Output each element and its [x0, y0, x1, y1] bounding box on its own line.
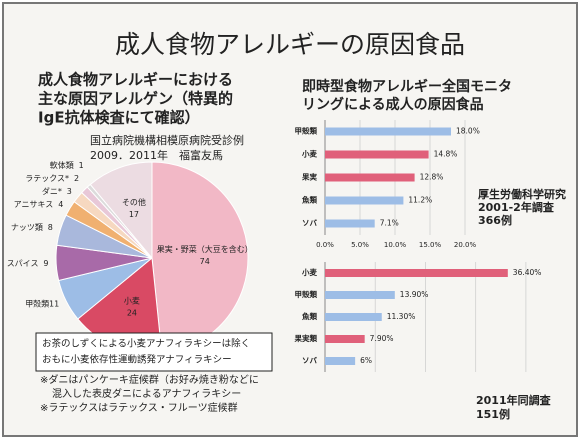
chart-title: IgE抗体検査にて確認）: [38, 109, 200, 127]
annotation: 2001-2年調査: [478, 200, 554, 214]
annotation: 151例: [476, 407, 510, 421]
x-tick-label: 15.0%: [419, 241, 442, 249]
value-label: 14.8%: [434, 150, 458, 159]
bar: [325, 269, 508, 277]
y-tick-label: ソバ: [302, 219, 317, 228]
annotation: 2011年同調査: [476, 393, 551, 407]
value-label: 6%: [360, 356, 372, 365]
chart-title: 主な原因アレルゲン（特異的: [38, 90, 233, 108]
chart-subtitle: 国立病院機構相模原病院受診例: [90, 133, 244, 147]
bar: [325, 127, 451, 136]
callout-text: お茶のしずくによる小麦アナフィラキシーは除く: [42, 338, 250, 350]
y-tick-label: 魚類: [302, 311, 317, 321]
note: 混入した表皮ダニによるアナフィラキシー: [52, 387, 241, 400]
bar: [325, 313, 382, 321]
chart-title: 成人食物アレルギーにおける: [38, 71, 233, 89]
slice-label: 軟体類: [50, 160, 74, 170]
y-tick-label: 小麦: [302, 267, 317, 277]
bar: [325, 291, 395, 299]
slice-label: 果実・野菜（大豆を含む）: [157, 244, 253, 254]
value-label: 36.40%: [513, 268, 542, 277]
chart-title: 即時型食物アレルギー全国モニタ: [302, 78, 512, 95]
slice-value: 74: [200, 257, 210, 266]
slice-value: 3: [67, 187, 72, 196]
slice-value: 24: [127, 308, 137, 317]
annotation: 厚生労働科学研究: [478, 187, 566, 201]
x-tick-label: 5.0%: [351, 241, 369, 249]
bar: [325, 196, 404, 205]
note: ※ダニはパンケーキ症候群（お好み焼き粉などに: [40, 373, 259, 386]
slide-title: 成人食物アレルギーの原因食品: [115, 30, 465, 59]
chart-subtitle: 2009．2011年 福富友馬: [90, 148, 223, 162]
note: ※ラテックスはラテックス・フルーツ症候群: [40, 401, 238, 414]
bar: [325, 150, 429, 159]
value-label: 7.90%: [370, 334, 394, 343]
slice-value: 2: [74, 174, 79, 183]
slice-label: ナッツ類: [11, 222, 43, 232]
slice-label: ダニ*: [42, 186, 62, 196]
pie-slice: [89, 161, 153, 260]
y-tick-label: 小麦: [302, 149, 317, 159]
value-label: 11.2%: [408, 196, 432, 205]
slice-value: 1: [79, 161, 84, 170]
slice-label: 小麦: [124, 295, 140, 305]
slice-label: スパイス: [7, 259, 39, 268]
callout-box: [35, 332, 273, 372]
y-tick-label: 魚類: [302, 195, 317, 205]
x-tick-label: 0.0%: [316, 241, 334, 249]
x-tick-label: 20.0%: [454, 241, 477, 249]
slice-label: アニサキス: [14, 200, 54, 209]
slice-value: 11: [49, 300, 59, 309]
bar: [325, 335, 365, 343]
y-tick-label: 甲殻類: [295, 126, 318, 136]
bar: [325, 219, 375, 228]
y-tick-label: 甲殻類: [295, 289, 318, 299]
slice-value: 4: [58, 200, 63, 209]
value-label: 18.0%: [456, 127, 480, 136]
value-label: 7.1%: [380, 219, 399, 228]
x-tick-label: 10.0%: [384, 241, 407, 249]
value-label: 11.30%: [387, 312, 416, 321]
slice-value: 17: [129, 210, 139, 219]
callout-text: おもに小麦依存性運動誘発アナフィラキシー: [42, 354, 232, 366]
y-tick-label: 果実類: [295, 333, 318, 343]
slice-label: その他: [122, 197, 146, 207]
bar: [325, 173, 415, 182]
slice-label: 甲殻類: [25, 299, 49, 309]
y-tick-label: 果実: [302, 172, 317, 182]
value-label: 13.90%: [400, 290, 429, 299]
slice-value: 8: [48, 223, 53, 232]
slice-value: 9: [43, 259, 48, 268]
chart-title: リングによる成人の原因食品: [302, 96, 484, 113]
bar: [325, 357, 356, 365]
y-tick-label: ソバ: [302, 356, 317, 365]
slice-label: ラテックス*: [25, 174, 69, 183]
annotation: 366例: [478, 213, 512, 227]
value-label: 12.8%: [420, 173, 444, 182]
